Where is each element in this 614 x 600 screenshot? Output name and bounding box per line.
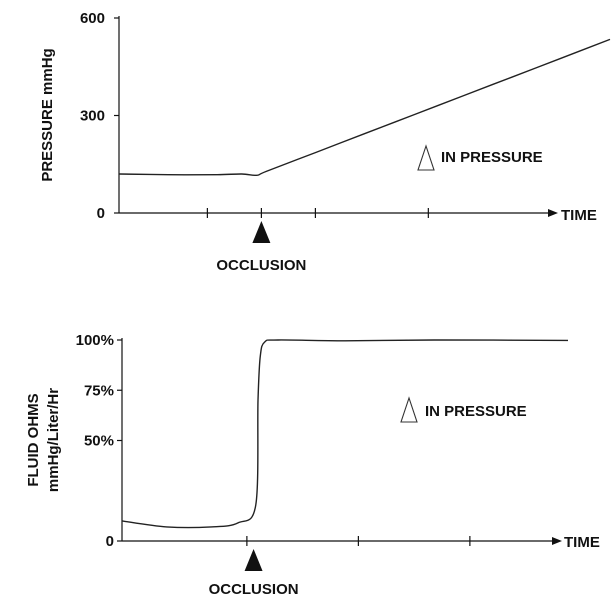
pressure-chart: PRESSURE mmHg 0 300 600 TIME OCCLUSION IN …: [39, 10, 611, 274]
delta-icon: [400, 396, 418, 423]
pressure-x-axis-label: TIME: [561, 207, 597, 224]
pressure-series-line: [118, 38, 611, 177]
occlusion-marker-icon: [252, 221, 271, 243]
fluid-ohms-y-tick-label: 50%: [84, 433, 114, 450]
pressure-y-tick-label: 0: [97, 205, 105, 222]
fluid-ohms-y-tick-label: 100%: [76, 332, 114, 349]
pressure-y-axis-label: PRESSURE mmHg: [39, 48, 56, 181]
occlusion-marker-icon: [244, 549, 263, 571]
fluid-ohms-occlusion-label: OCCLUSION: [209, 581, 299, 598]
fluid-ohms-y-tick-label: 0: [106, 533, 114, 550]
fluid-ohms-y-axis-label-line1: FLUID OHMS: [25, 393, 42, 486]
pressure-annotation: IN PRESSURE: [441, 149, 543, 166]
fluid-ohms-y-axis-label-line2: mmHg/Liter/Hr: [45, 388, 62, 492]
fluid-ohms-y-tick-label: 75%: [84, 382, 114, 399]
delta-icon: [417, 144, 435, 171]
fluid-ohms-annotation: IN PRESSURE: [425, 403, 527, 420]
fluid-ohms-series-line: [121, 339, 569, 529]
fluid-ohms-chart: FLUID OHMS mmHg/Liter/Hr 0 50% 75% 100% TIM…: [25, 332, 600, 598]
pressure-x-axis-arrow-icon: [548, 209, 558, 217]
fluid-ohms-x-axis-label: TIME: [564, 534, 600, 551]
pressure-y-tick-label: 600: [80, 10, 105, 27]
pressure-y-tick-label: 300: [80, 108, 105, 125]
pressure-occlusion-label: OCCLUSION: [216, 257, 306, 274]
fluid-ohms-x-axis-arrow-icon: [552, 537, 562, 545]
